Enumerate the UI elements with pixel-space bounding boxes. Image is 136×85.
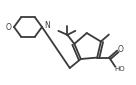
Text: N: N bbox=[44, 22, 50, 31]
Text: O: O bbox=[117, 45, 123, 54]
Text: HO: HO bbox=[115, 66, 126, 72]
Text: O: O bbox=[6, 23, 12, 32]
